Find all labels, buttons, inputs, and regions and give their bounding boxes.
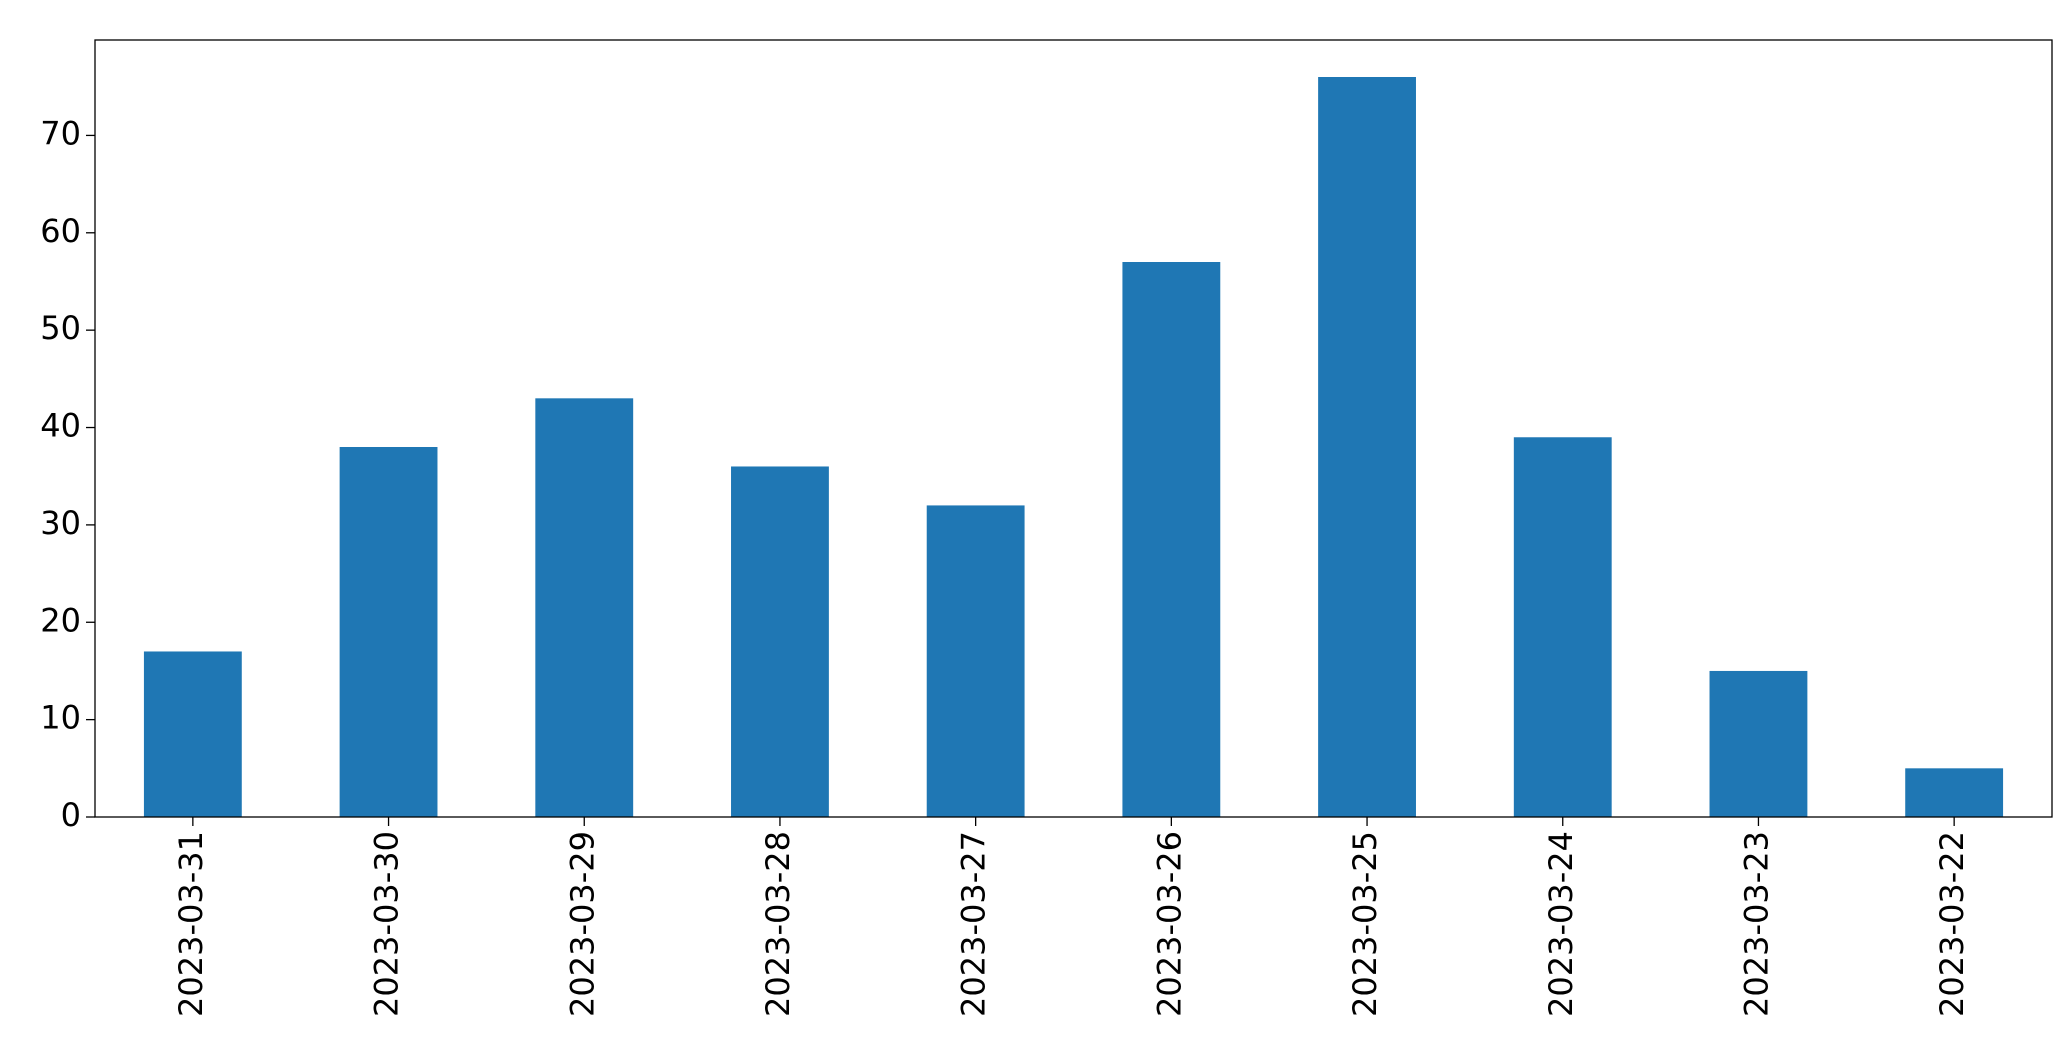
y-tick-label: 60 <box>40 212 81 250</box>
x-tick-label: 2023-03-26 <box>1150 831 1188 1017</box>
bar <box>1905 768 2004 817</box>
bar <box>731 466 829 817</box>
x-tick-label: 2023-03-31 <box>172 831 210 1017</box>
y-tick-label: 30 <box>40 504 81 542</box>
x-tick-label: 2023-03-22 <box>1933 831 1971 1017</box>
x-tick-label: 2023-03-27 <box>955 831 993 1017</box>
bar <box>1122 262 1221 817</box>
y-tick-label: 0 <box>61 796 81 834</box>
y-tick-label: 10 <box>40 699 81 737</box>
axes-frame <box>94 39 2053 818</box>
x-tick-label: 2023-03-29 <box>563 831 601 1017</box>
y-tick-label: 40 <box>40 407 81 445</box>
y-tick-label: 70 <box>40 114 81 152</box>
x-tick-label: 2023-03-28 <box>759 831 797 1017</box>
bar <box>1513 437 1612 817</box>
y-tick-label: 20 <box>40 601 81 639</box>
y-tick-label: 50 <box>40 309 81 347</box>
x-tick-label: 2023-03-30 <box>368 831 406 1017</box>
x-tick-label: 2023-03-24 <box>1542 831 1580 1017</box>
bar <box>143 651 242 817</box>
bar <box>1709 670 1808 817</box>
x-tick-label: 2023-03-25 <box>1346 831 1384 1017</box>
bar <box>339 447 438 817</box>
x-tick-label: 2023-03-23 <box>1737 831 1775 1017</box>
bar <box>926 505 1025 817</box>
bar <box>535 398 634 817</box>
bar <box>1318 77 1416 817</box>
